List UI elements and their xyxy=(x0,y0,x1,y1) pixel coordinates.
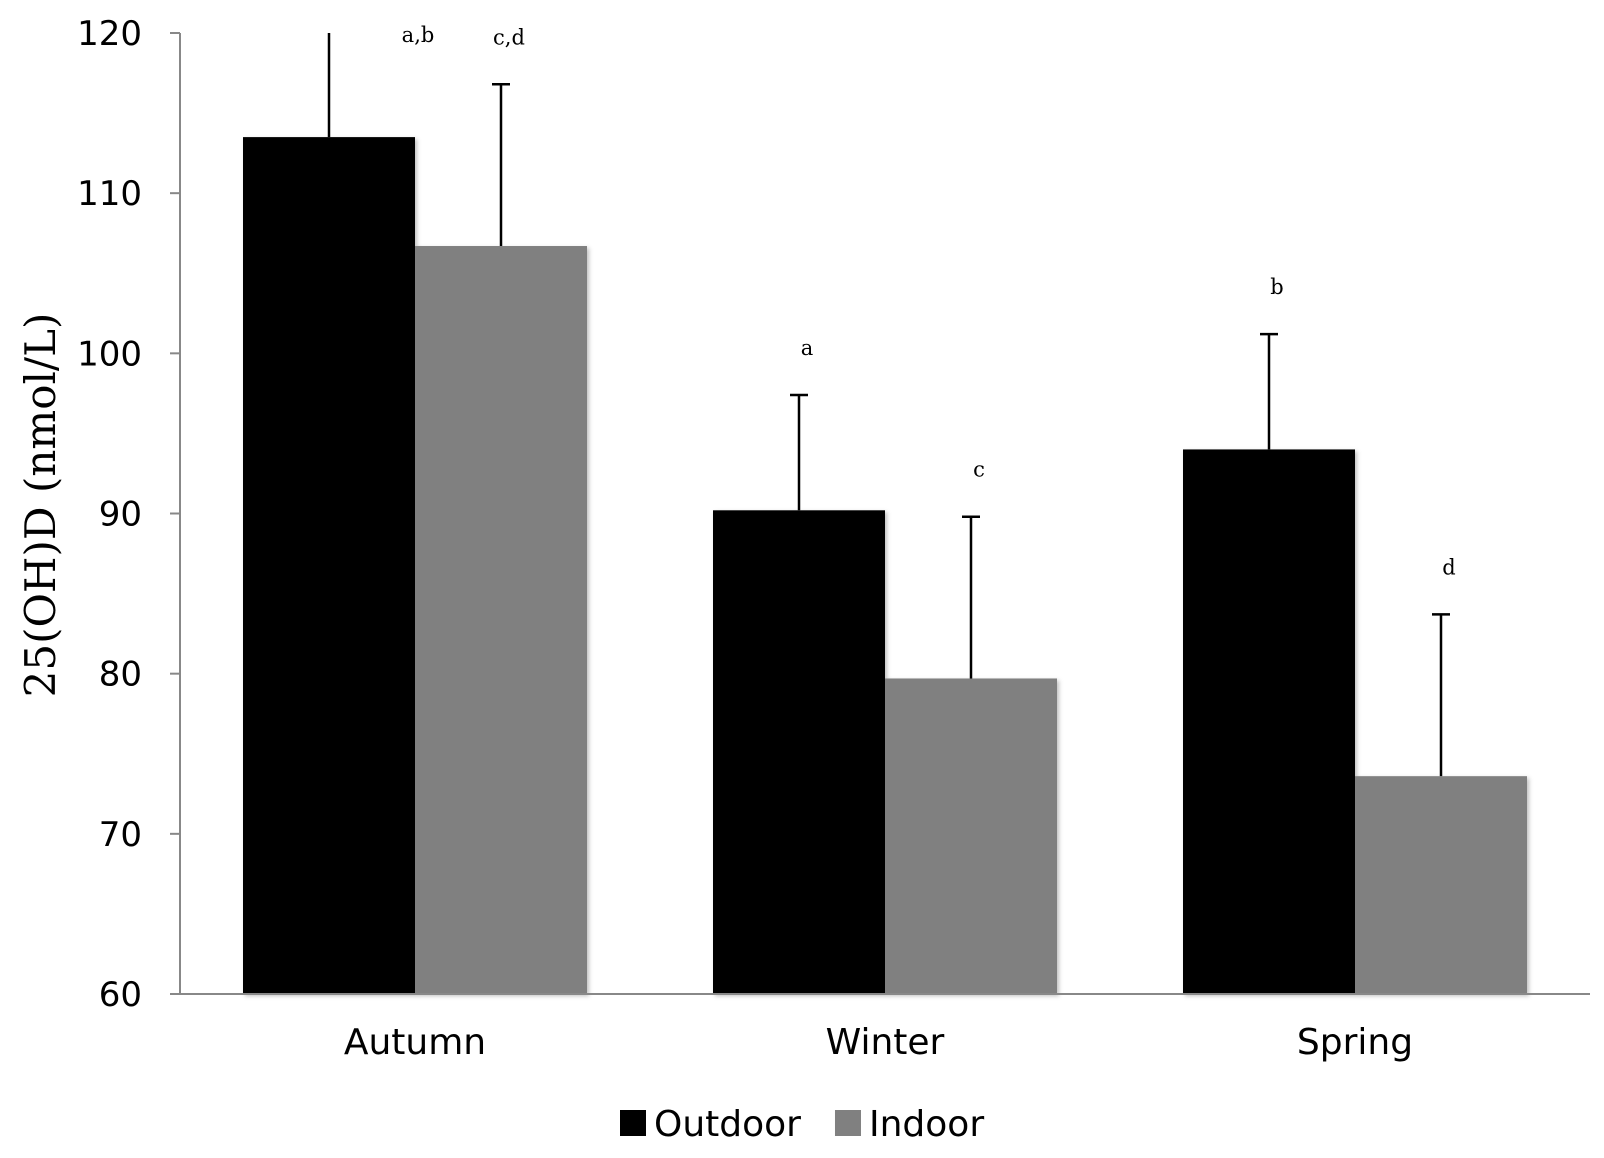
y-axis-label: 25(OH)D (nmol/L) xyxy=(16,313,65,698)
y-tick-label: 80 xyxy=(99,655,142,695)
legend-label: Outdoor xyxy=(654,1104,801,1145)
y-tick-label: 120 xyxy=(77,14,142,54)
bar-outdoor-winter xyxy=(713,510,885,994)
significance-labels: a,b c,d a c b d xyxy=(402,23,1456,579)
significance-label: d xyxy=(1442,555,1455,579)
legend: Outdoor Indoor xyxy=(620,1104,984,1145)
bar-outdoor-autumn xyxy=(243,137,415,994)
x-category-label: Winter xyxy=(826,1022,945,1063)
y-axis-ticks: 60 70 80 90 100 110 120 xyxy=(77,14,180,1015)
significance-label: c,d xyxy=(493,25,525,49)
x-category-label: Autumn xyxy=(344,1022,486,1063)
significance-label: a xyxy=(801,336,814,360)
x-axis-categories: Autumn Winter Spring xyxy=(344,1022,1413,1063)
legend-label: Indoor xyxy=(869,1104,984,1145)
bar-indoor-spring xyxy=(1355,776,1527,994)
significance-label: c xyxy=(973,458,985,482)
bars xyxy=(243,137,1527,994)
bar-indoor-autumn xyxy=(415,246,587,994)
x-category-label: Spring xyxy=(1297,1022,1413,1063)
y-tick-label: 90 xyxy=(99,495,142,535)
bar-indoor-winter xyxy=(885,678,1057,994)
legend-swatch xyxy=(834,1110,861,1136)
y-tick-label: 60 xyxy=(99,975,142,1015)
significance-label: a,b xyxy=(402,23,435,47)
error-bars xyxy=(327,33,1450,777)
significance-label: b xyxy=(1270,275,1283,299)
bar-outdoor-spring xyxy=(1183,449,1355,994)
y-tick-label: 100 xyxy=(77,334,142,374)
y-tick-label: 110 xyxy=(77,174,142,214)
y-tick-label: 70 xyxy=(99,815,142,855)
legend-swatch xyxy=(620,1110,646,1136)
